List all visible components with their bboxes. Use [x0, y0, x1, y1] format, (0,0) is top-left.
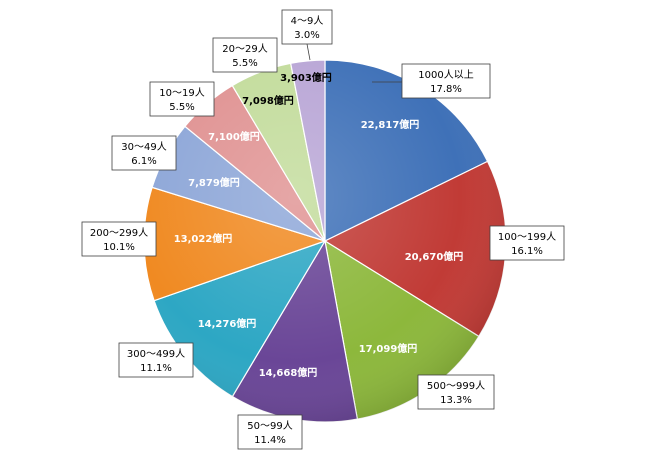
callout-box — [489, 225, 565, 261]
slice-callout: 200～299人 10.1% — [81, 221, 157, 257]
slice-category-label: 4～9人 — [291, 15, 324, 27]
slice-callout: 10～19人 5.5% — [149, 81, 215, 117]
slice-value-label: 13,022億円 — [174, 232, 233, 245]
callout-box — [149, 81, 215, 117]
slice-callout: 50～99人 11.4% — [237, 414, 303, 450]
slice-callouts: 1000人以上17.8%100～199人16.1%500～999人13.3%50… — [81, 9, 565, 450]
slice-value-label: 17,099億円 — [359, 342, 418, 355]
slice-percent-label: 17.8% — [430, 84, 462, 95]
slice-callout: 30～49人 6.1% — [111, 135, 177, 171]
callout-leader-line — [306, 43, 311, 61]
slice-percent-label: 5.5% — [169, 102, 194, 113]
slice-callout: 20～29人 5.5% — [212, 37, 278, 73]
slice-value-label: 20,670億円 — [405, 250, 464, 263]
slice-callout: 1000人以上 17.8% — [401, 63, 491, 99]
slice-category-label: 1000人以上 — [418, 69, 473, 81]
slice-value-label: 3,903億円 — [280, 71, 332, 84]
slice-percent-label: 5.5% — [232, 58, 257, 69]
slice-value-label: 7,098億円 — [242, 94, 294, 107]
slice-category-label: 30～49人 — [121, 141, 166, 153]
slice-category-label: 20～29人 — [222, 43, 267, 55]
callout-box — [111, 135, 177, 171]
callout-box — [401, 63, 491, 99]
slice-value-label: 22,817億円 — [361, 118, 420, 131]
slice-percent-label: 10.1% — [103, 242, 135, 253]
slice-callout: 100～199人 16.1% — [489, 225, 565, 261]
slice-callout: 500～999人 13.3% — [417, 374, 495, 410]
slice-callout: 300～499人 11.1% — [118, 342, 194, 378]
callout-box — [237, 414, 303, 450]
callout-box — [81, 221, 157, 257]
slice-category-label: 200～299人 — [90, 227, 148, 239]
slice-percent-label: 16.1% — [511, 246, 543, 257]
slice-category-label: 50～99人 — [247, 420, 292, 432]
slice-category-label: 100～199人 — [498, 231, 556, 243]
slice-percent-label: 6.1% — [131, 156, 156, 167]
slice-callout: 4～9人 3.0% — [281, 9, 333, 45]
slice-percent-label: 13.3% — [440, 395, 472, 406]
slice-value-label: 7,100億円 — [208, 130, 260, 143]
callout-box — [281, 9, 333, 45]
callout-box — [118, 342, 194, 378]
slice-value-labels: 22,817億円 20,670億円 17,099億円 14,668億円 14,276億円… — [174, 71, 464, 379]
slice-percent-label: 3.0% — [294, 30, 319, 41]
callout-box — [417, 374, 495, 410]
slice-value-label: 14,276億円 — [198, 317, 257, 330]
slice-percent-label: 11.1% — [140, 363, 172, 374]
callout-box — [212, 37, 278, 73]
slice-value-label: 14,668億円 — [259, 366, 318, 379]
slice-percent-label: 11.4% — [254, 435, 286, 446]
slice-category-label: 500～999人 — [427, 380, 485, 392]
slice-category-label: 300～499人 — [127, 348, 185, 360]
slice-value-label: 7,879億円 — [188, 176, 240, 189]
slice-category-label: 10～19人 — [159, 87, 204, 99]
